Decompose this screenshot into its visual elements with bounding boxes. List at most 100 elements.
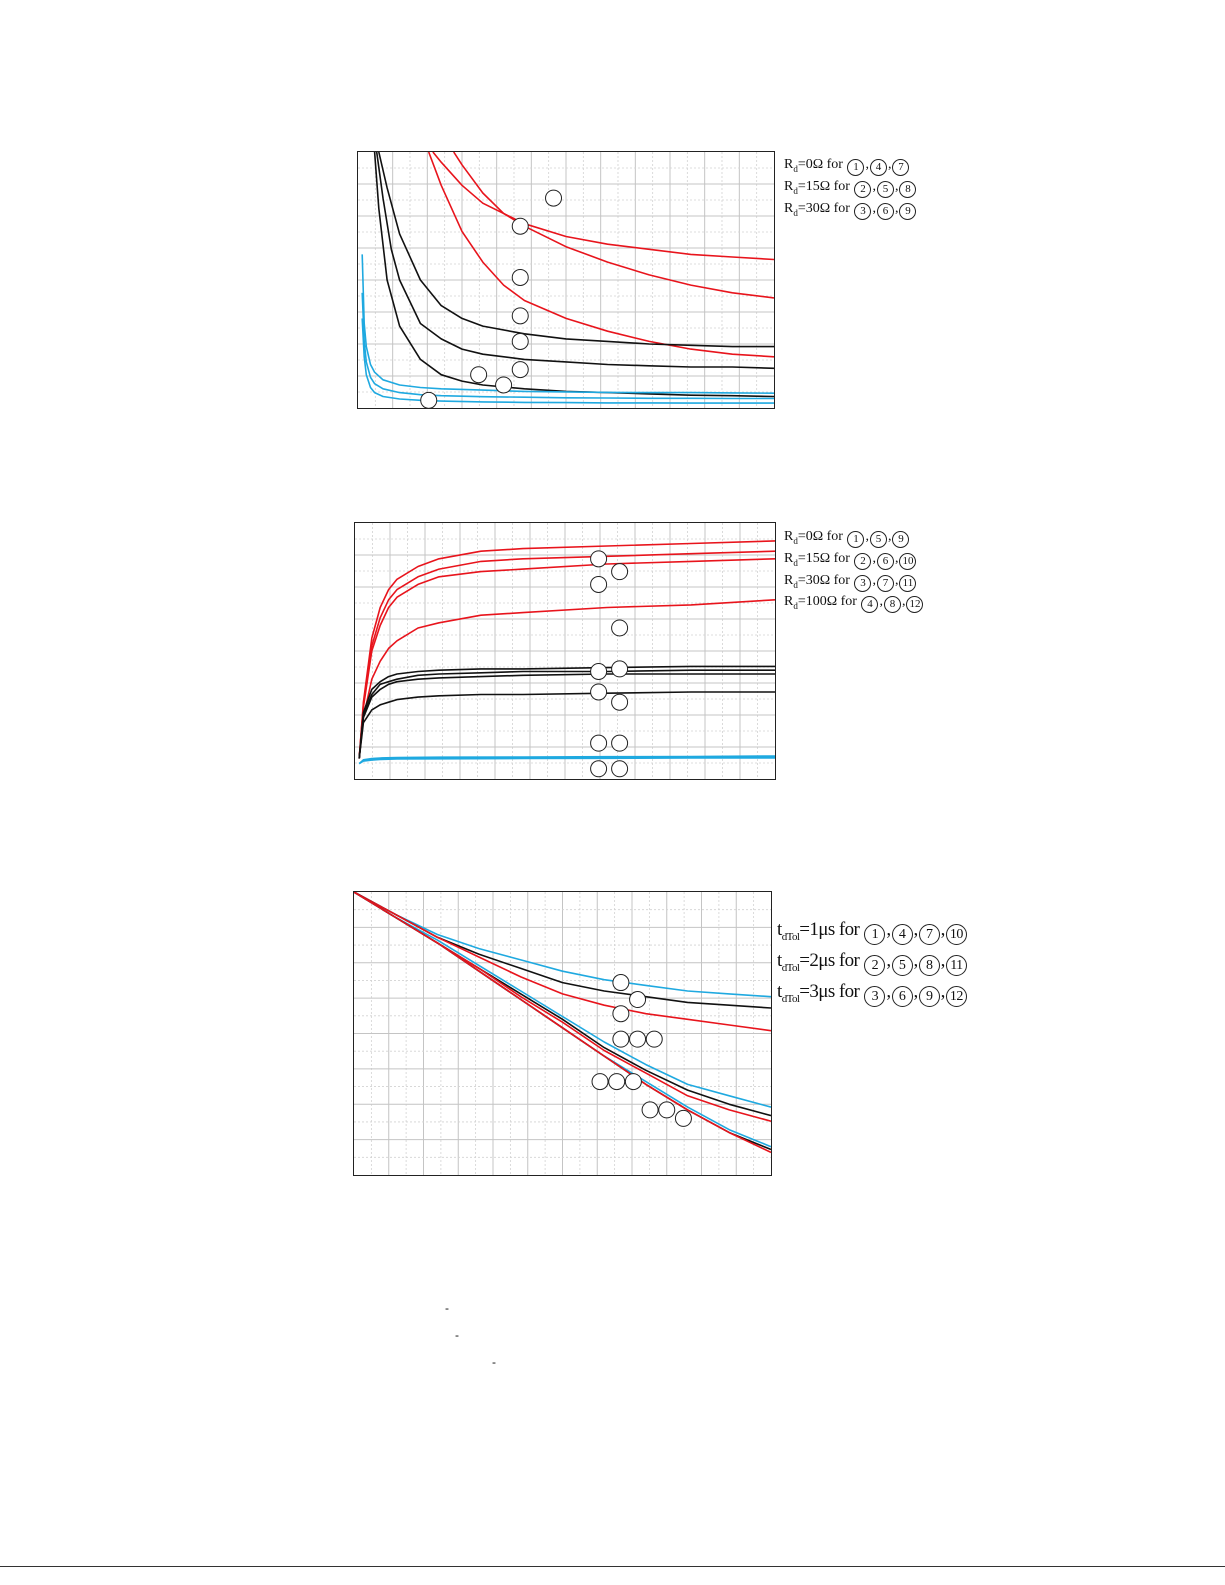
legend-line: Rd=15Ω for 2,5,8 — [784, 178, 917, 200]
legend-curve-number: 5 — [876, 180, 894, 198]
legend-curve-number: 10 — [945, 924, 967, 945]
curve-marker-9 — [590, 734, 608, 752]
footer-dash-2: - — [455, 1328, 459, 1342]
curve-marker-8 — [608, 1073, 626, 1091]
legend-text: =0Ω for — [797, 529, 847, 544]
grid — [355, 523, 775, 779]
series-line-2 — [453, 152, 774, 299]
curve-marker-10 — [611, 734, 629, 752]
legend-curve-number: 3 — [864, 985, 886, 1007]
legend-curve-number: 7 — [876, 574, 894, 592]
legend-text: =30Ω for — [797, 200, 854, 216]
curve-marker-7 — [590, 683, 608, 701]
legend-text: =15Ω for — [797, 178, 854, 194]
legend-line: tdTol=3μs for 3, 6, 9, 12 — [777, 980, 968, 1011]
legend-subscript: dTol — [781, 992, 800, 1005]
legend-curve-number: 1 — [864, 924, 886, 945]
curve-marker-8 — [495, 376, 513, 394]
legend-curve-number: 11 — [945, 954, 967, 976]
series-line-1 — [354, 892, 771, 998]
curve-marker-10 — [641, 1101, 659, 1119]
legend-curve-number: 9 — [892, 531, 910, 548]
legend-line: Rd=15Ω for 2, 6, 10 — [784, 550, 924, 572]
series-line-9 — [361, 318, 774, 404]
legend-subscript: d — [793, 207, 798, 218]
curve-marker-1 — [590, 550, 608, 568]
legend-subscript: d — [793, 601, 798, 612]
series-line-4 — [354, 892, 771, 1108]
series-line-3 — [358, 558, 775, 759]
legend-curve-number: 6 — [891, 985, 913, 1007]
legend-line: tdTol=2μs for 2, 5, 8, 11 — [777, 949, 968, 980]
chart-3-svg — [354, 892, 771, 1175]
legend-symbol: R — [784, 572, 794, 588]
legend-curve-number: 4 — [861, 596, 879, 614]
series-line-6 — [373, 152, 774, 398]
curve-marker-1 — [545, 189, 563, 207]
series-line-3 — [354, 892, 771, 1032]
legend-curve-number: 8 — [918, 954, 940, 976]
footer-dash-3: - — [492, 1355, 496, 1369]
legend-symbol: R — [784, 178, 794, 194]
legend-curve-number: 4 — [891, 924, 913, 945]
curve-marker-3 — [511, 268, 529, 286]
series-line-9 — [354, 892, 771, 1154]
legend-text: =30Ω for — [797, 572, 854, 588]
footer-dash-1: - — [445, 1301, 449, 1315]
series-line-8 — [361, 292, 774, 400]
legend-symbol: t — [777, 980, 782, 1002]
curve-marker-11 — [658, 1101, 676, 1119]
curve-marker-12 — [674, 1109, 692, 1127]
chart-1-legend: Rd=0Ω for 1, 4, 7 Rd=15Ω for 2, 5, 8 Rd=30Ω fo… — [784, 156, 917, 221]
series-line-4 — [378, 152, 774, 348]
legend-curve-number: 4 — [869, 159, 887, 176]
legend-subscript: d — [793, 535, 798, 546]
legend-symbol: R — [784, 200, 794, 216]
series-line-2 — [358, 550, 775, 759]
legend-symbol: t — [777, 949, 782, 971]
chart-2-legend: Rd=0Ω for 1, 5, 9 Rd=15Ω for 2, 6, 10 Rd=30Ω f… — [784, 528, 924, 615]
curve-marker-9 — [624, 1073, 642, 1091]
legend-curve-number: 3 — [854, 202, 872, 220]
legend-text: =3μs for — [799, 980, 864, 1002]
series-line-1 — [358, 540, 775, 759]
curve-marker-6 — [611, 660, 629, 678]
legend-text: =2μs for — [799, 949, 864, 971]
curve-marker-11 — [590, 760, 608, 778]
curve-marker-2 — [611, 563, 629, 581]
legend-curve-number: 5 — [891, 954, 913, 976]
curve-marker-3 — [590, 575, 608, 593]
legend-text: =1μs for — [799, 919, 864, 940]
curve-marker-1 — [612, 974, 630, 992]
legend-subscript: d — [793, 579, 798, 590]
chart-3-legend: tdTol=1μs for 1, 4, 7, 10 tdTol=2μs for 2,5,… — [777, 918, 968, 1010]
legend-symbol: R — [784, 157, 794, 172]
curve-marker-12 — [611, 760, 629, 778]
legend-curve-number: 7 — [892, 159, 910, 176]
legend-line: Rd=0Ω for 1,4,7 — [784, 156, 917, 178]
curve-marker-2 — [511, 217, 529, 235]
legend-text: =15Ω for — [797, 550, 854, 566]
legend-subscript: d — [793, 163, 798, 174]
curve-marker-2 — [629, 991, 647, 1009]
legend-line: Rd=100Ω for 4, 8, 12 — [784, 593, 924, 615]
legend-symbol: R — [784, 594, 794, 610]
chart-1-plot-area — [357, 151, 775, 409]
series-line-7 — [358, 673, 775, 759]
series-line-8 — [358, 691, 775, 759]
legend-curve-number: 6 — [876, 202, 894, 220]
legend-curve-number: 12 — [906, 596, 924, 614]
curve-marker-4 — [511, 307, 529, 325]
legend-curve-number: 10 — [899, 552, 917, 570]
legend-line: Rd=30Ω for 3, 7, 11 — [784, 572, 924, 594]
legend-curve-number: 2 — [864, 954, 886, 976]
legend-subscript: dTol — [781, 961, 800, 974]
curve-marker-5 — [511, 332, 529, 350]
curve-marker-7 — [591, 1073, 609, 1091]
legend-symbol: t — [777, 919, 782, 940]
series-line-5 — [375, 152, 774, 370]
curve-marker-5 — [590, 662, 608, 680]
curve-marker-9 — [420, 391, 438, 408]
legend-curve-number: 7 — [918, 924, 940, 945]
legend-curve-number: 3 — [854, 574, 872, 592]
